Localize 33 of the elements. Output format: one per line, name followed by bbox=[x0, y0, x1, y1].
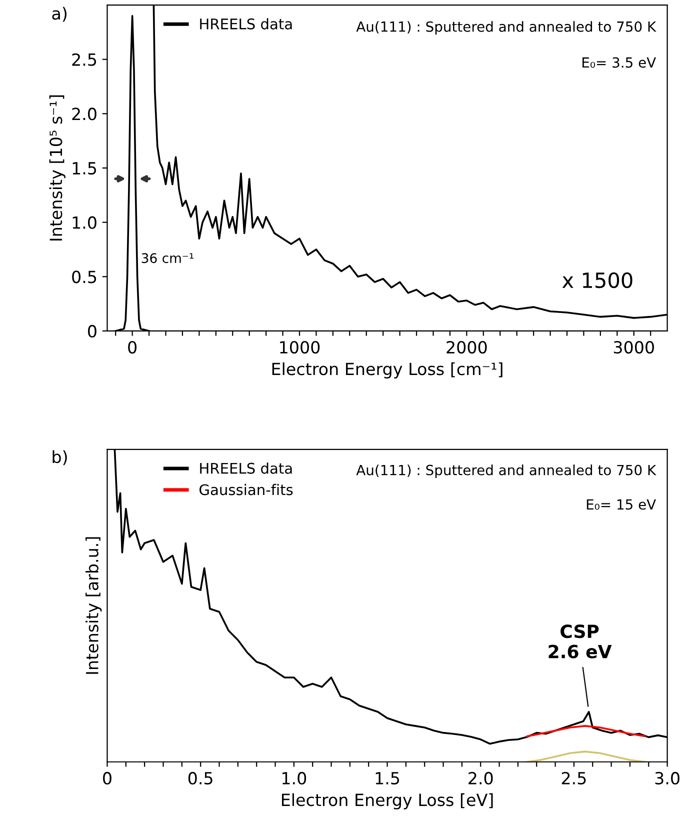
legend-label: Gaussian-fits bbox=[200, 484, 293, 496]
x-tick-label: 1.0 bbox=[282, 772, 306, 785]
x-tick-label: 0 bbox=[103, 772, 112, 785]
x-axis-title: Electron Energy Loss [cm⁻¹] bbox=[272, 362, 502, 378]
y-tick-label: 2.5 bbox=[72, 53, 96, 66]
annotation: E₀= 15 eV bbox=[586, 499, 656, 510]
x-tick-label: 3.0 bbox=[655, 772, 680, 785]
x-tick-label: 3000 bbox=[614, 340, 654, 354]
y-axis-title: Intensity [arb.u.] bbox=[86, 537, 102, 674]
x-tick-label: 1000 bbox=[280, 340, 320, 354]
annotation: 36 cm⁻¹ bbox=[142, 253, 194, 264]
chart-title: b) bbox=[52, 450, 67, 466]
x-tick-label: 2.5 bbox=[562, 772, 586, 785]
y-tick-label: 0.5 bbox=[72, 270, 96, 284]
y-tick-label: 1.5 bbox=[72, 162, 96, 175]
y-tick-label: 0 bbox=[88, 324, 96, 338]
x-axis-title: Electron Energy Loss [eV] bbox=[282, 793, 493, 810]
annotation: CSP 2.6 eV bbox=[548, 624, 612, 658]
y-tick-label: 1.0 bbox=[72, 216, 96, 229]
annotation: Au(111) : Sputtered and annealed to 750 K bbox=[356, 464, 656, 478]
y-tick-label: 2.0 bbox=[72, 108, 96, 120]
x-tick-label: 2000 bbox=[446, 340, 487, 354]
x-tick-label: 0.5 bbox=[188, 772, 212, 785]
x-tick-label: 0 bbox=[128, 340, 137, 354]
annotation: Au(111) : Sputtered and annealed to 750 K bbox=[356, 21, 656, 35]
y-axis-title: Intensity [10⁵ s⁻¹] bbox=[49, 95, 66, 240]
legend-label: HREELS data bbox=[200, 462, 292, 474]
legend-label: HREELS data bbox=[200, 18, 292, 30]
x-tick-label: 2.0 bbox=[468, 772, 493, 785]
x-tick-label: 1.5 bbox=[376, 772, 400, 785]
annotation: E₀= 3.5 eV bbox=[582, 57, 656, 68]
chart-title: a) bbox=[52, 6, 67, 22]
annotation: x 1500 bbox=[562, 272, 632, 288]
